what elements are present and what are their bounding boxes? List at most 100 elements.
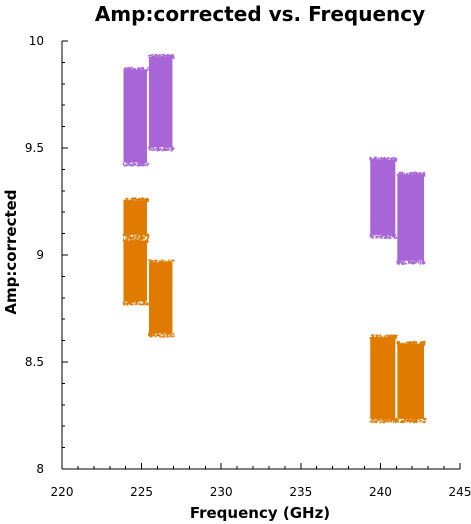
scatter-point [149,333,152,335]
scatter-point [415,418,418,420]
scatter-point [380,237,383,239]
scatter-point [124,68,126,70]
scatter-point [420,261,422,263]
scatter-point [421,175,423,177]
scatter-point [407,175,409,177]
scatter-point [141,198,144,200]
scatter-point [374,159,376,161]
scatter-point [415,173,418,176]
scatter-point [389,157,391,160]
scatter-point [161,149,163,152]
scatter-point [147,163,149,166]
scatter-point [407,418,409,420]
scatter-point [138,164,140,167]
scatter-point [127,240,130,242]
scatter-point [153,55,155,57]
scatter-point [157,54,159,57]
scatter-point [155,55,157,58]
scatter-point [125,161,127,163]
scatter-point [375,420,377,422]
scatter-point [153,149,155,151]
scatter-point [149,147,151,149]
scatter-point [383,159,385,162]
scatter-point [147,235,149,237]
scatter-point [412,421,415,424]
scatter-point [372,338,374,340]
scatter-point [126,304,129,306]
scatter-point [403,421,405,423]
scatter-point [159,334,161,336]
scatter-point [138,238,140,241]
scatter-point [143,303,146,305]
scatter-point [385,417,388,420]
scatter-point [147,236,150,238]
scatter-point [377,335,379,337]
scatter-point [146,302,148,304]
scatter-point [402,175,404,177]
scatter-point [373,338,376,340]
scatter-point [157,147,160,150]
scatter-point [387,234,390,236]
scatter-point [420,262,422,264]
scatter-point [137,67,139,69]
scatter-point [413,175,415,177]
scatter-point [394,418,397,421]
scatter-point [381,159,383,161]
scatter-point [376,235,379,238]
scatter-point [406,174,408,176]
scatter-point [161,336,163,338]
scatter-point [392,337,395,340]
scatter-point [143,68,145,70]
scatter-point [170,259,173,262]
scatter-point [412,344,414,346]
scatter-point [130,164,132,166]
scatter-point [385,419,388,422]
scatter-point [149,261,151,263]
scatter-point [151,260,154,262]
scatter-point [371,235,373,237]
scatter-point [164,57,166,60]
scatter-point [411,172,413,174]
scatter-point [388,337,391,339]
scatter-point [125,303,128,306]
scatter-point [130,239,132,242]
scatter-point [158,334,160,336]
scatter-point [141,304,143,306]
scatter-point [173,259,175,262]
scatter-point [423,174,426,177]
scatter-point [384,235,386,237]
scatter-point [137,163,139,165]
scatter-point [151,261,154,264]
scatter-point [142,200,145,202]
scatter-point [134,301,136,303]
scatter-point [412,341,415,343]
scatter-point [386,418,389,421]
scatter-point [127,301,129,303]
scatter-point [164,261,166,263]
scatter-point [136,300,138,302]
scatter-point [380,419,383,421]
scatter-point [401,173,403,175]
scatter-point [147,200,150,202]
scatter-point [142,66,144,69]
scatter-point [409,420,411,422]
scatter-point [418,418,421,420]
scatter-point [409,421,411,424]
scatter-point [159,54,161,56]
scatter-point [150,259,152,262]
scatter-point [423,340,426,342]
scatter-point [395,159,398,161]
scatter-point [404,263,406,265]
scatter-point [139,162,141,164]
scatter-point [370,157,372,160]
scatter-point [155,148,157,151]
scatter-point [396,342,399,344]
x-tick-label: 230 [210,485,233,499]
cluster-core [370,159,396,235]
scatter-cluster [122,237,149,306]
scatter-point [143,240,145,242]
scatter-point [140,239,143,241]
scatter-point [392,418,394,420]
scatter-point [166,146,168,148]
